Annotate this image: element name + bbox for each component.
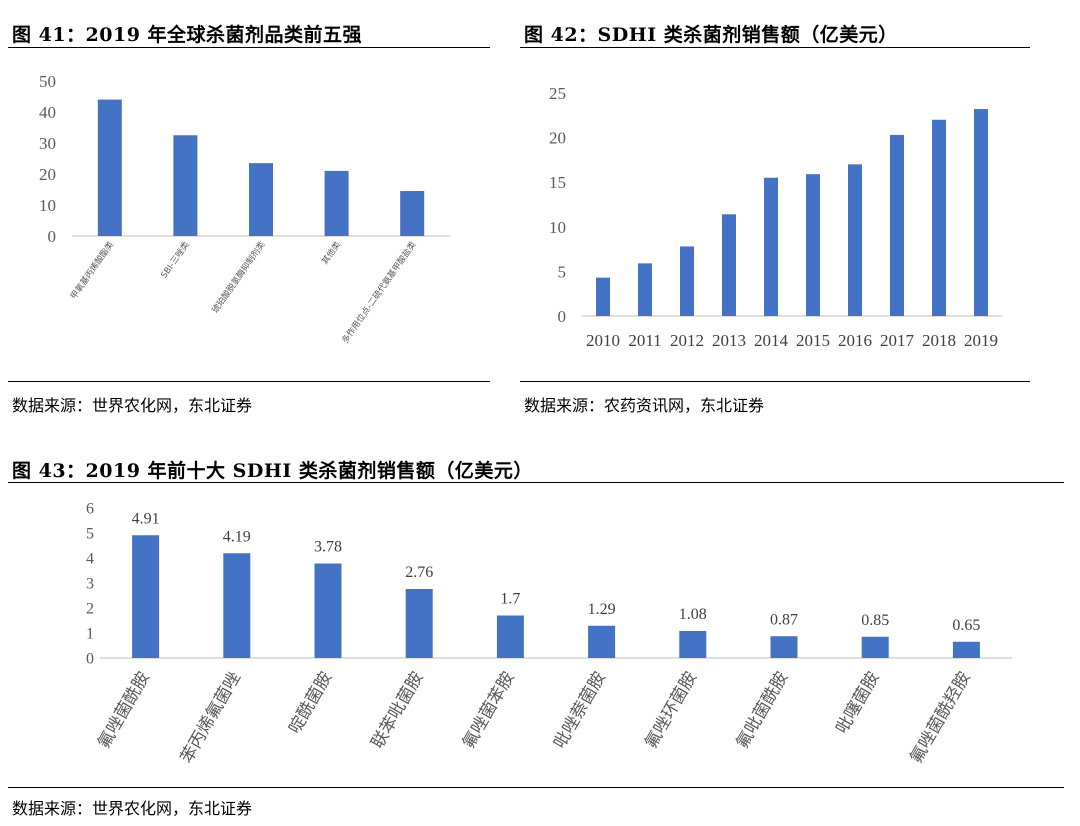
bar	[314, 563, 342, 658]
bar	[806, 174, 820, 316]
y-tick-label: 25	[549, 84, 566, 103]
figure-42-title: 图 42：SDHI 类杀菌剂销售额（亿美元）	[524, 24, 898, 46]
bar	[97, 99, 122, 236]
data-label: 3.78	[314, 539, 342, 556]
x-tick-label: 琥珀酸脱氢酶抑制剂类	[210, 239, 268, 315]
bar	[680, 246, 694, 316]
data-label: 4.19	[223, 528, 251, 545]
bar	[722, 214, 736, 316]
bar	[932, 119, 946, 316]
x-tick-label: 联苯吡菌胺	[368, 669, 428, 753]
y-tick-label: 0	[48, 227, 57, 246]
bar	[223, 553, 251, 658]
x-tick-label: 2018	[922, 331, 956, 350]
x-tick-label: 2012	[670, 331, 704, 350]
x-tick-label: 2010	[586, 331, 620, 350]
figure-42-top-rule	[520, 47, 1030, 48]
x-tick-label: 2019	[964, 331, 998, 350]
y-tick-label: 40	[39, 103, 56, 122]
bar	[132, 535, 160, 658]
y-tick-label: 15	[549, 173, 566, 192]
x-tick-label: 2014	[754, 331, 789, 350]
y-tick-label: 10	[549, 218, 566, 237]
figure-41-source: 数据来源：世界农化网，东北证券	[12, 396, 253, 415]
figure-41-top-rule	[8, 47, 490, 48]
x-tick-label: 吡噻菌胺	[832, 669, 883, 738]
x-tick-label: 氟唑菌苯胺	[459, 669, 519, 753]
y-tick-label: 10	[39, 196, 56, 215]
figure-43-source: 数据来源：世界农化网，东北证券	[12, 799, 253, 818]
figure-43-top-rule	[8, 482, 1064, 483]
data-label: 1.7	[500, 591, 520, 608]
x-tick-label: 2013	[712, 331, 746, 350]
y-tick-label: 5	[86, 526, 94, 543]
data-label: 2.76	[405, 564, 433, 581]
bar	[173, 135, 198, 236]
x-tick-label: 2015	[796, 331, 830, 350]
x-tick-label: 其他类	[319, 239, 343, 267]
x-tick-label: SBI-三唑类	[159, 239, 193, 280]
figure-42-bottom-rule	[520, 381, 1030, 382]
x-tick-label: 氟唑菌酰羟胺	[906, 669, 974, 767]
bar	[952, 641, 980, 658]
data-label: 1.29	[588, 601, 616, 618]
y-tick-label: 20	[39, 165, 56, 184]
bar	[496, 615, 524, 658]
bar	[588, 625, 616, 658]
x-tick-label: 2017	[880, 331, 915, 350]
y-tick-label: 2	[86, 601, 94, 618]
y-tick-label: 50	[39, 72, 56, 91]
y-tick-label: 0	[558, 307, 567, 326]
x-tick-label: 吡唑萘菌胺	[550, 669, 610, 753]
bar	[400, 191, 425, 236]
figure-41-title: 图 41：2019 年全球杀菌剂品类前五强	[12, 24, 363, 46]
y-tick-label: 3	[86, 576, 94, 593]
y-tick-label: 6	[86, 501, 94, 518]
bar	[848, 164, 862, 316]
bar	[249, 163, 273, 236]
bar	[974, 109, 988, 316]
figure-43-bottom-rule	[8, 787, 1064, 788]
y-tick-label: 4	[86, 551, 94, 568]
figure-41-bottom-rule	[8, 381, 490, 382]
figure-43-chart: 0 1 2 3 4 5 6 4.91 氟唑菌酰胺 4.19 苯丙烯氟菌唑 3.78 啶酰菌胺 2.76 联苯…	[86, 501, 1012, 767]
x-tick-label: 啶酰菌胺	[285, 669, 336, 738]
bar	[770, 636, 798, 658]
bar	[596, 277, 610, 316]
x-tick-label: 苯丙烯氟菌唑	[177, 669, 245, 767]
figure-42-chart: 0 5 10 15 20 25 2010 2011 2012 2013 2014 2015 2016 20…	[549, 84, 1002, 350]
bar	[679, 631, 707, 658]
x-tick-label: 2016	[838, 331, 872, 350]
y-tick-label: 1	[86, 626, 94, 643]
bar	[405, 589, 433, 658]
x-tick-label: 氟唑菌酰胺	[94, 669, 154, 753]
y-tick-label: 20	[549, 129, 566, 148]
x-tick-label: 氟吡菌酰胺	[733, 669, 793, 753]
data-label: 1.08	[679, 606, 707, 623]
bar	[764, 177, 778, 316]
data-label: 0.65	[952, 617, 980, 634]
x-tick-label: 氟唑环菌胺	[641, 669, 701, 753]
figure-42-source: 数据来源：农药资讯网，东北证券	[524, 396, 765, 415]
data-label: 0.85	[861, 612, 889, 629]
data-label: 0.87	[770, 611, 798, 628]
data-label: 4.91	[132, 510, 160, 527]
x-tick-label: 甲氧基丙烯酸酯类	[68, 239, 116, 301]
y-tick-label: 30	[39, 134, 56, 153]
figure-43-title: 图 43：2019 年前十大 SDHI 类杀菌剂销售额（亿美元）	[12, 460, 533, 482]
bar	[638, 263, 652, 316]
bar	[890, 134, 904, 316]
y-tick-label: 5	[558, 262, 567, 281]
figure-41-chart: 0 10 20 30 40 50 甲氧基丙烯酸酯类 SBI-三唑类 琥珀酸脱氢酶抑制剂类 其他类多…	[39, 72, 450, 346]
y-tick-label: 0	[86, 651, 94, 668]
x-tick-label: 多作用位点-二硫代氨基甲酸盐类	[340, 239, 419, 346]
x-tick-label: 2011	[628, 331, 661, 350]
bar	[324, 170, 349, 236]
bar	[861, 636, 889, 658]
